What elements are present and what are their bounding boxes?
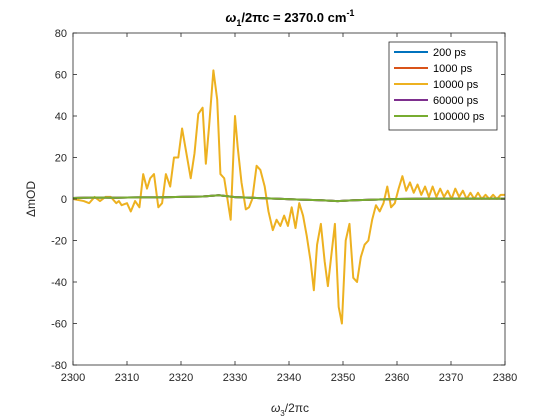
legend: 200 ps 1000 ps 10000 ps 60000 ps 100000 ps xyxy=(388,41,498,131)
series-line-2 xyxy=(73,69,505,325)
series-lines xyxy=(73,69,505,325)
title-mid: /2 xyxy=(241,10,252,25)
xlabel-omega: ω xyxy=(271,401,280,415)
legend-entry-label: 10000 ps xyxy=(433,79,479,91)
y-tick-label: 0 xyxy=(61,194,67,206)
xlabel-rest: c xyxy=(303,401,309,415)
y-tick-label: 80 xyxy=(55,28,67,40)
legend-entry-label: 1000 ps xyxy=(433,63,473,75)
x-tick-label: 2360 xyxy=(385,372,409,384)
series-line-4 xyxy=(73,194,505,203)
title-pi: π xyxy=(252,10,262,25)
x-tick-label: 2300 xyxy=(61,372,85,384)
title-superscript: -1 xyxy=(346,8,354,18)
legend-entry-label: 100000 ps xyxy=(433,111,485,123)
y-axis-label: ΔmOD xyxy=(24,181,38,217)
x-axis-label: ω3/2πc xyxy=(271,401,309,418)
title-rest: c = 2370.0 cm xyxy=(262,10,346,25)
y-tick-label: 20 xyxy=(55,153,67,165)
x-tick-label: 2350 xyxy=(331,372,355,384)
xlabel-mid: /2 xyxy=(285,401,295,415)
y-tick-label: -60 xyxy=(51,319,67,331)
x-tick-label: 2340 xyxy=(277,372,301,384)
x-tick-label: 2370 xyxy=(439,372,463,384)
x-tick-label: 2380 xyxy=(493,372,517,384)
xlabel-subscript: 3 xyxy=(280,409,285,418)
x-tick-label: 2310 xyxy=(115,372,139,384)
chart-title: ω1/2πc = 2370.0 cm-1 xyxy=(226,8,355,28)
x-tick-label: 2320 xyxy=(169,372,193,384)
legend-entry-label: 60000 ps xyxy=(433,95,479,107)
legend-entry-label: 200 ps xyxy=(433,47,467,59)
title-omega: ω xyxy=(226,10,237,25)
xlabel-pi: π xyxy=(295,401,303,415)
y-tick-label: -40 xyxy=(51,277,67,289)
y-tick-label: 40 xyxy=(55,111,67,123)
title-subscript: 1 xyxy=(236,18,241,28)
y-tick-label: -80 xyxy=(51,360,67,372)
x-tick-label: 2330 xyxy=(223,372,247,384)
y-tick-label: -20 xyxy=(51,236,67,248)
y-tick-label: 60 xyxy=(55,70,67,82)
